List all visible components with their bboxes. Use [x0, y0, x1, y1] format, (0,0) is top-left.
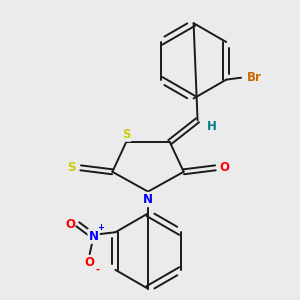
Text: S: S — [122, 128, 130, 141]
Text: N: N — [143, 193, 153, 206]
Text: Br: Br — [247, 71, 261, 84]
Text: O: O — [66, 218, 76, 231]
Text: H: H — [206, 120, 216, 133]
Text: O: O — [85, 256, 95, 269]
Text: O: O — [219, 161, 229, 174]
Text: -: - — [96, 265, 100, 275]
Text: N: N — [88, 230, 99, 243]
Text: S: S — [68, 161, 76, 174]
Text: +: + — [97, 223, 104, 232]
